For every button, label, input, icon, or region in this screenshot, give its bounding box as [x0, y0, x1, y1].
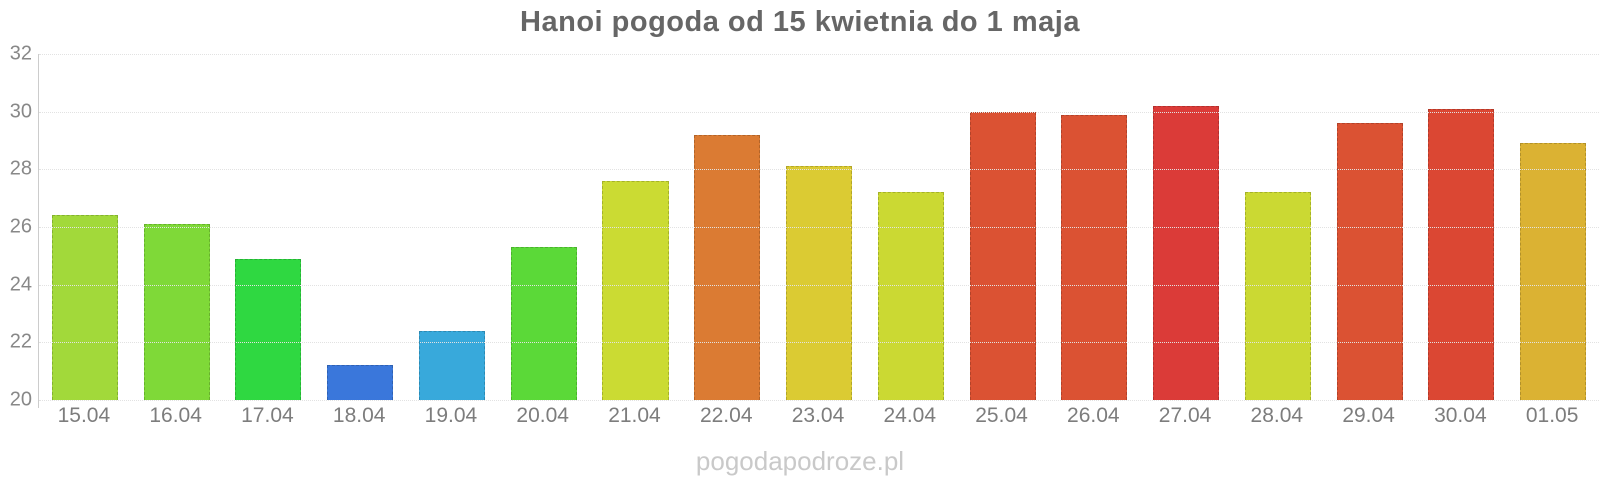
- x-axis-label-01.05: 01.05: [1525, 404, 1579, 427]
- bar-slot-30.04: [1415, 54, 1507, 400]
- bar-23.04: [785, 166, 853, 400]
- gridline-20: [39, 400, 1599, 401]
- gridline-26: [39, 227, 1599, 228]
- bar-slot-20.04: [498, 54, 590, 400]
- x-axis-label-21.04: 21.04: [608, 404, 661, 427]
- y-axis-tick-label-28: 28: [9, 157, 32, 180]
- y-axis-tick-label-22: 22: [9, 330, 32, 353]
- bar-slot-27.04: [1140, 54, 1232, 400]
- gridline-32: [39, 54, 1599, 55]
- gridline-24: [39, 284, 1599, 286]
- x-axis-label-17.04: 17.04: [241, 404, 294, 427]
- bar-21.04: [602, 180, 669, 400]
- x-axis-label-24.04: 24.04: [883, 404, 937, 427]
- bar-18.04: [327, 365, 394, 400]
- bar-01.05: [1520, 143, 1587, 400]
- x-axis-label-29.04: 29.04: [1342, 404, 1395, 427]
- plot-area: [38, 54, 1599, 401]
- x-axis-label-20.04: 20.04: [516, 404, 569, 427]
- gridline-28: [39, 169, 1599, 171]
- bar-slot-18.04: [314, 54, 406, 400]
- bar-28.04: [1244, 192, 1311, 400]
- x-axis-label-16.04: 16.04: [149, 404, 202, 427]
- bar-20.04: [510, 247, 577, 400]
- x-axis-label-28.04: 28.04: [1250, 404, 1304, 427]
- bar-slot-01.05: [1507, 54, 1599, 400]
- bar-slot-16.04: [131, 54, 223, 400]
- bar-24.04: [877, 192, 944, 400]
- bar-30.04: [1428, 108, 1495, 400]
- bar-16.04: [143, 224, 210, 400]
- bar-slot-23.04: [773, 54, 865, 400]
- x-axis-label-23.04: 23.04: [791, 404, 845, 427]
- bar-26.04: [1061, 114, 1128, 400]
- bar-slot-15.04: [39, 54, 131, 400]
- bar-27.04: [1153, 105, 1220, 400]
- bar-17.04: [235, 258, 302, 400]
- bar-29.04: [1336, 123, 1403, 400]
- bars-row: [39, 54, 1599, 400]
- bar-slot-26.04: [1048, 54, 1140, 400]
- bar-slot-25.04: [957, 54, 1049, 400]
- x-axis-label-30.04: 30.04: [1434, 404, 1487, 427]
- x-axis-label-27.04: 27.04: [1158, 404, 1212, 427]
- x-axis-label-22.04: 22.04: [699, 404, 753, 427]
- bar-19.04: [418, 330, 485, 400]
- gridline-30: [39, 111, 1599, 113]
- x-axis-label-26.04: 26.04: [1067, 404, 1120, 427]
- bar-15.04: [51, 215, 118, 400]
- watermark-link[interactable]: pogodapodroze.pl: [695, 446, 905, 476]
- y-axis-tick-label-32: 32: [9, 42, 32, 65]
- y-axis-tick-label-30: 30: [9, 100, 32, 123]
- y-axis-tick-label-20: 20: [9, 388, 32, 411]
- x-axis: 15.04 16.04 17.04 18.04 19.04 20.04 21.04 22.04…: [38, 402, 1598, 428]
- bar-slot-21.04: [590, 54, 682, 400]
- chart-title: Hanoi pogoda od 15 kwietnia do 1 maja: [520, 6, 1080, 38]
- gridline-22: [39, 342, 1599, 344]
- x-axis-label-19.04: 19.04: [424, 404, 478, 427]
- y-axis-tick: [38, 400, 39, 408]
- y-axis-tick-label-26: 26: [9, 215, 32, 238]
- bar-25.04: [969, 111, 1036, 400]
- bar-slot-22.04: [681, 54, 773, 400]
- y-axis-tick-label-24: 24: [9, 273, 32, 296]
- x-axis-label-15.04: 15.04: [57, 404, 111, 427]
- x-axis-label-25.04: 25.04: [975, 404, 1028, 427]
- bar-slot-17.04: [223, 54, 315, 400]
- bar-22.04: [694, 134, 761, 400]
- x-axis-label-18.04: 18.04: [332, 404, 386, 427]
